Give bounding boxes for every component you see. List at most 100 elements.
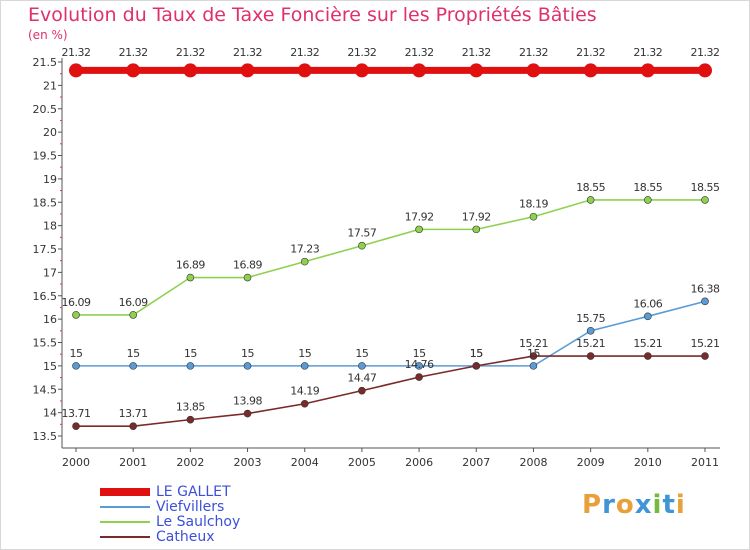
data-point	[186, 415, 195, 424]
data-point	[183, 63, 198, 78]
data-point	[72, 422, 80, 430]
data-label: 13.98	[233, 395, 262, 408]
y-tick-label: 15	[43, 360, 57, 373]
data-point	[358, 362, 366, 370]
logo-letter: r	[602, 490, 616, 520]
y-tick-label: 15.5	[33, 337, 58, 350]
data-label: 18.19	[519, 198, 548, 211]
data-point	[300, 257, 309, 266]
data-point	[297, 63, 312, 78]
chart-title: Evolution du Taux de Taxe Foncière sur l…	[28, 4, 597, 26]
data-label: 17.23	[290, 243, 319, 256]
legend-item: Le Saulchoy	[100, 514, 240, 530]
x-tick-label: 2008	[519, 456, 547, 469]
data-label: 21.32	[462, 46, 491, 59]
legend-item: Catheux	[100, 529, 215, 545]
x-tick-label: 2007	[462, 456, 490, 469]
data-point	[358, 386, 366, 395]
data-label: 15.21	[519, 337, 548, 350]
y-tick-label: 14	[43, 407, 57, 420]
data-label: 15	[413, 347, 426, 360]
series-line-catheux	[76, 355, 705, 427]
logo-letter: i	[675, 490, 686, 520]
data-point	[701, 196, 709, 204]
data-point	[698, 63, 712, 78]
logo-letter: i	[652, 490, 663, 520]
data-point	[72, 362, 80, 370]
data-label: 21.32	[519, 46, 548, 59]
y-tick-label: 20.5	[33, 103, 58, 116]
data-label: 15	[470, 347, 483, 360]
data-label: 15	[527, 347, 540, 360]
data-point	[300, 362, 309, 370]
legend-label: Catheux	[156, 529, 215, 545]
data-label: 13.71	[119, 407, 148, 420]
x-tick-label: 2002	[176, 456, 204, 469]
x-tick-label: 2000	[62, 456, 90, 469]
data-label: 16.89	[233, 259, 262, 272]
data-label: 21.32	[347, 46, 376, 59]
x-tick-label: 2009	[577, 456, 605, 469]
data-point	[72, 311, 80, 319]
data-label: 17.57	[347, 227, 376, 240]
data-point	[129, 422, 137, 430]
x-tick-label: 2003	[234, 456, 262, 469]
data-point	[529, 362, 538, 370]
data-point	[586, 196, 595, 204]
data-label: 15	[70, 347, 83, 360]
data-label: 18.55	[633, 181, 662, 194]
logo-letter: o	[615, 490, 635, 520]
series-line-viefvillers	[76, 300, 706, 367]
data-point	[243, 409, 252, 418]
x-tick-label: 2010	[634, 456, 662, 469]
data-point	[640, 63, 655, 78]
data-point	[415, 373, 423, 381]
data-label: 15.21	[691, 337, 720, 350]
data-point	[354, 63, 369, 78]
data-label: 16.09	[62, 296, 91, 309]
data-label: 15	[355, 347, 368, 360]
data-label: 21.32	[62, 46, 91, 59]
data-label: 21.32	[233, 46, 262, 59]
legend-swatch	[100, 506, 150, 508]
y-tick-label: 19.5	[33, 150, 58, 163]
data-point	[300, 399, 309, 408]
data-label: 15	[127, 347, 140, 360]
data-label: 15	[470, 347, 483, 360]
data-point	[186, 273, 195, 282]
legend-swatch	[100, 488, 150, 496]
data-point	[529, 212, 538, 221]
data-point	[469, 63, 484, 78]
data-point	[358, 241, 366, 250]
data-point	[412, 63, 427, 78]
data-label: 18.55	[576, 181, 605, 194]
data-point	[526, 63, 541, 78]
data-label: 21.32	[405, 46, 434, 59]
data-label: 21.32	[119, 46, 148, 59]
y-tick-label: 18.5	[33, 196, 58, 209]
data-label: 21.32	[176, 46, 205, 59]
y-tick-label: 17.5	[33, 243, 58, 256]
data-point	[586, 352, 595, 360]
data-point	[240, 63, 255, 78]
data-label: 14.76	[405, 358, 434, 371]
x-tick-label: 2005	[348, 456, 376, 469]
y-tick-label: 20	[43, 126, 57, 139]
data-point	[186, 362, 195, 370]
y-tick-label: 13.5	[33, 430, 58, 443]
data-point	[701, 352, 709, 360]
data-point	[129, 311, 137, 319]
data-point	[415, 362, 423, 370]
y-tick-label: 16	[43, 313, 57, 326]
data-label: 13.71	[62, 407, 91, 420]
data-point	[644, 196, 652, 204]
x-tick-label: 2006	[405, 456, 433, 469]
x-tick-label: 2001	[119, 456, 147, 469]
y-tick-label: 21	[43, 79, 57, 92]
unit-label: (en %)	[28, 28, 68, 42]
data-label: 21.32	[633, 46, 662, 59]
proxiti-logo: Proxiti	[582, 490, 686, 520]
legend-label: Le Saulchoy	[156, 514, 241, 530]
